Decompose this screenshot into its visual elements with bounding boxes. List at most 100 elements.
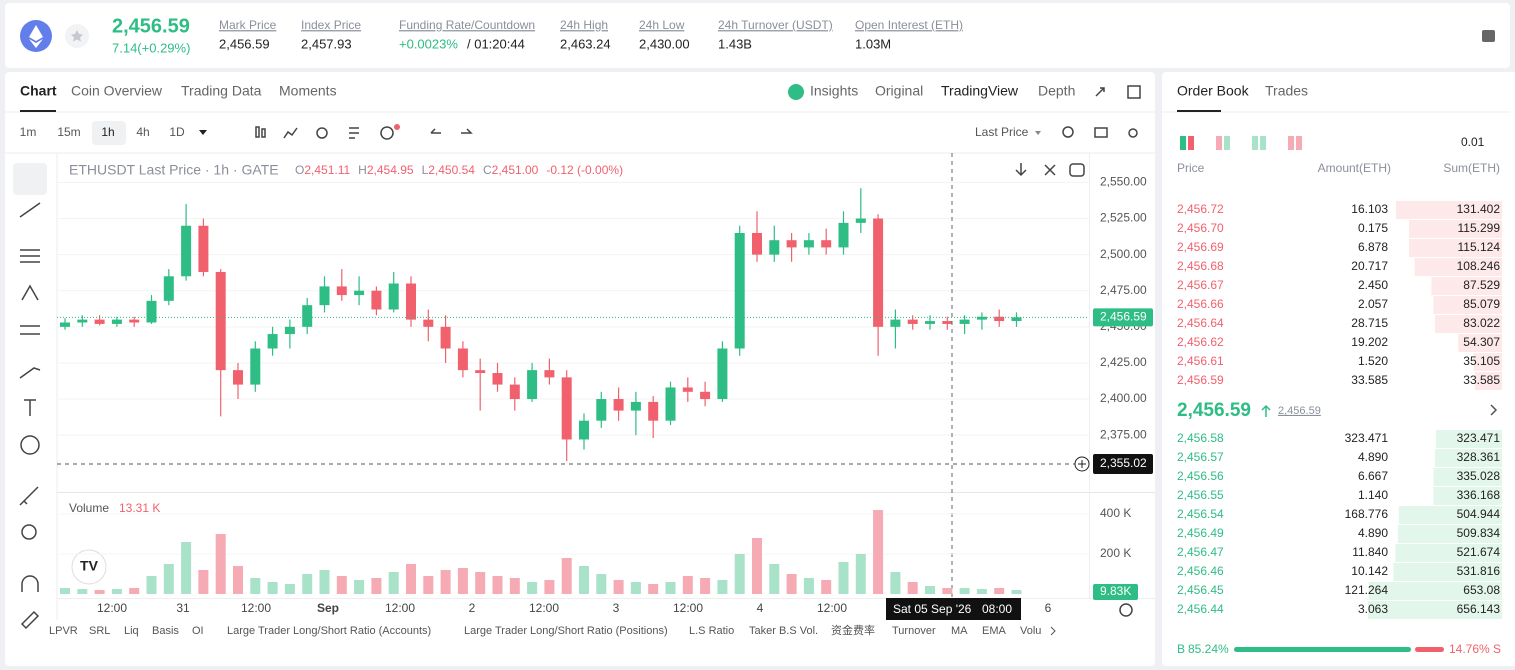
interval[interactable]: 1h bbox=[101, 125, 114, 139]
ob-tab[interactable]: Trades bbox=[1265, 83, 1308, 99]
indicator[interactable]: Large Trader Long/Short Ratio (Positions… bbox=[464, 625, 668, 637]
volume-bar bbox=[942, 588, 953, 594]
precision[interactable]: 0.01 bbox=[1461, 135, 1485, 149]
chart-tab[interactable]: Trading Data bbox=[181, 83, 262, 99]
layout-icon[interactable] bbox=[1216, 136, 1222, 150]
ob-price: 2,456.61 bbox=[1177, 354, 1224, 368]
y-tick-label: 2,550.00 bbox=[1100, 175, 1147, 189]
mid-price: 2,456.59 bbox=[1177, 400, 1251, 421]
candle-body bbox=[509, 384, 520, 400]
ob-amount: 323.471 bbox=[1345, 431, 1389, 445]
volume-bar bbox=[423, 576, 434, 594]
volume-tick-label: 400 K bbox=[1100, 506, 1131, 520]
candle-body bbox=[786, 240, 797, 248]
interval[interactable]: 1D bbox=[169, 125, 185, 139]
volume-bar bbox=[354, 580, 365, 594]
legend-symbol: ETHUSDT Last Price · 1h · GATE bbox=[69, 162, 279, 178]
view-tab[interactable]: Depth bbox=[1038, 83, 1075, 99]
candle-body bbox=[665, 387, 676, 421]
volume-bar bbox=[319, 570, 330, 594]
stat-label: Mark Price bbox=[219, 18, 277, 32]
ob-amount: 19.202 bbox=[1351, 335, 1388, 349]
ob-price: 2,456.46 bbox=[1177, 564, 1224, 578]
legend-ohlc: O2,451.11 H2,454.95 L2,450.54 C2,451.00 -0.1… bbox=[295, 163, 623, 177]
x-tick-label: 12:00 bbox=[97, 601, 127, 615]
ob-sum: 85.079 bbox=[1463, 297, 1500, 311]
indicator[interactable]: 资金费率 bbox=[831, 623, 875, 637]
ob-price: 2,456.66 bbox=[1177, 297, 1224, 311]
x-tick-label: 12:00 bbox=[241, 601, 271, 615]
indicator[interactable]: SRL bbox=[89, 625, 110, 637]
indicator[interactable]: OI bbox=[192, 625, 204, 637]
buy-text: 85.24% bbox=[1188, 642, 1229, 656]
indicator[interactable]: Turnover bbox=[892, 625, 936, 637]
time-tag-date: Sat 05 Sep '26 bbox=[893, 602, 972, 616]
sell-label: S bbox=[1493, 642, 1501, 656]
ob-price: 2,456.59 bbox=[1177, 373, 1224, 387]
interval[interactable]: 4h bbox=[136, 125, 149, 139]
view-tab[interactable]: TradingView bbox=[941, 83, 1019, 99]
volume-bar bbox=[630, 582, 641, 594]
candle-body bbox=[406, 283, 416, 320]
indicator[interactable]: LPVR bbox=[49, 625, 78, 637]
indicator[interactable]: Taker B.S Vol. bbox=[749, 625, 818, 637]
candle-body bbox=[561, 377, 572, 440]
volume-bar bbox=[682, 576, 693, 594]
candle-body bbox=[284, 326, 295, 335]
indicator[interactable]: Large Trader Long/Short Ratio (Accounts) bbox=[227, 625, 431, 637]
up-arrow bbox=[1261, 404, 1271, 417]
indicator[interactable]: Basis bbox=[152, 625, 179, 637]
volume-bar bbox=[890, 572, 901, 594]
header-card bbox=[5, 3, 1510, 68]
candle-body bbox=[648, 401, 659, 421]
ob-column: Sum(ETH) bbox=[1443, 161, 1500, 175]
stat-value: 2,457.93 bbox=[301, 36, 352, 51]
ob-amount: 2.057 bbox=[1358, 297, 1388, 311]
candle-body bbox=[855, 218, 866, 223]
candle-body bbox=[198, 225, 209, 272]
indicator[interactable]: EMA bbox=[982, 625, 1007, 637]
layout-icon[interactable] bbox=[1252, 136, 1258, 150]
volume-bar bbox=[198, 570, 209, 594]
dropdown-arrow bbox=[1035, 131, 1041, 135]
price-type[interactable]: Last Price bbox=[975, 125, 1029, 139]
indicator[interactable]: L.S Ratio bbox=[689, 625, 734, 637]
layout-icon[interactable] bbox=[1288, 136, 1294, 150]
volume-tag-label: 9.83K bbox=[1100, 584, 1131, 598]
ohlc-key: H bbox=[358, 163, 367, 177]
volume-bar bbox=[129, 588, 140, 594]
chart-tab[interactable]: Coin Overview bbox=[71, 83, 163, 99]
crosshair-tag bbox=[1093, 453, 1153, 474]
candle-body bbox=[717, 348, 728, 400]
axis-border bbox=[1089, 153, 1090, 598]
interval-selected bbox=[92, 121, 126, 145]
interval[interactable]: 15m bbox=[57, 125, 80, 139]
volume-bar bbox=[855, 554, 866, 594]
interval[interactable]: 1m bbox=[20, 125, 37, 139]
indicator[interactable]: Liq bbox=[124, 625, 139, 637]
ob-sum: 504.944 bbox=[1457, 507, 1501, 521]
candle-body bbox=[163, 276, 174, 301]
chart-tab[interactable]: Chart bbox=[20, 83, 57, 99]
candle-body bbox=[77, 319, 88, 323]
depth-bar bbox=[1435, 430, 1502, 448]
candle-body bbox=[942, 321, 953, 324]
indicator[interactable]: MA bbox=[951, 625, 968, 637]
layout-icon[interactable] bbox=[1180, 136, 1186, 150]
buy-ratio-bar bbox=[1234, 647, 1412, 652]
menu-icon[interactable] bbox=[1482, 30, 1495, 42]
tv-logo-text: TV bbox=[80, 558, 99, 574]
price: 2,456.59 bbox=[112, 15, 190, 37]
view-tab[interactable]: Insights bbox=[810, 83, 858, 99]
candle-body bbox=[682, 387, 693, 392]
chart-tab[interactable]: Moments bbox=[279, 83, 337, 99]
candle-body bbox=[544, 370, 555, 378]
candle-body bbox=[423, 319, 434, 327]
stat-label: Open Interest (ETH) bbox=[855, 18, 963, 32]
indicator[interactable]: Volu bbox=[1020, 625, 1041, 637]
ohlc-key: C bbox=[483, 163, 492, 177]
candle-body bbox=[873, 218, 884, 327]
x-tick-label: 3 bbox=[613, 601, 620, 615]
candle-body bbox=[60, 322, 70, 327]
view-tab[interactable]: Original bbox=[875, 83, 923, 99]
